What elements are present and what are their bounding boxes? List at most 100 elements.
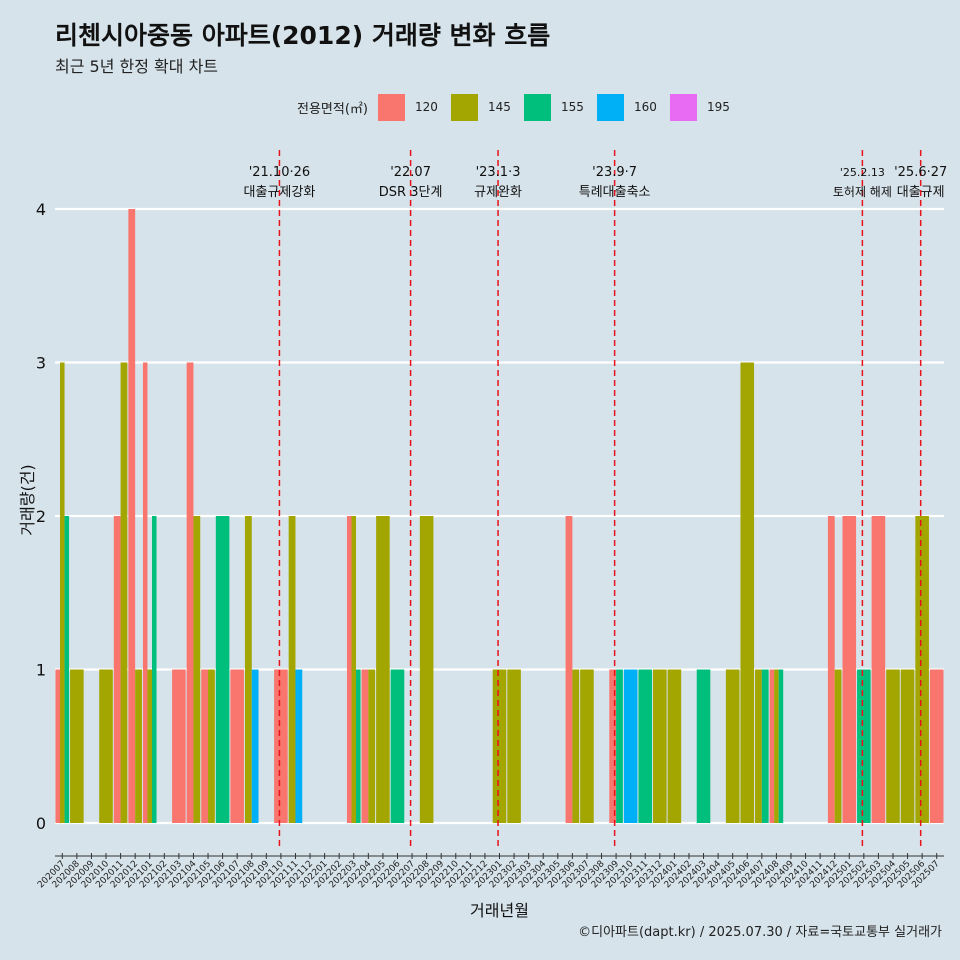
annotation-date: '22.07 (390, 165, 431, 180)
bar-145-202407 (755, 669, 762, 823)
bar-120-202204 (361, 669, 369, 823)
bar-145-202007 (60, 362, 65, 823)
legend-label: 160 (633, 100, 657, 114)
bar-120-202507 (929, 669, 944, 823)
legend-item-195: 195 (669, 93, 733, 121)
bar-120-202412 (827, 516, 835, 823)
legend-item-160: 160 (596, 93, 660, 121)
bar-120-202107 (230, 669, 244, 823)
bar-145-202105 (208, 669, 215, 823)
legend-swatch (596, 93, 624, 121)
bar-145-202506 (915, 516, 929, 823)
legend-swatch (523, 93, 551, 121)
legend-label: 120 (414, 100, 438, 114)
bar-155-202311 (638, 669, 653, 823)
bar-120-202007 (55, 669, 61, 823)
bar-145-202008 (70, 669, 84, 823)
caption: ©디아파트(dapt.kr) / 2025.07.30 / 자료=국토교통부 실… (578, 925, 942, 940)
chart-subtitle: 최근 5년 한정 확대 차트 (55, 57, 219, 76)
bar-160-202310 (623, 669, 638, 823)
bar-120-202104 (186, 362, 194, 823)
annotation-date: '23.9·7 (592, 165, 637, 180)
bar-145-202301 (492, 669, 507, 823)
legend-swatch (669, 93, 697, 121)
bar-145-202302 (507, 669, 521, 823)
legend-item-145: 145 (450, 93, 514, 121)
bar-145-202101 (147, 669, 152, 823)
x-axis-title: 거래년월 (470, 901, 529, 920)
bar-145-202203 (351, 516, 357, 823)
bar-145-202010 (99, 669, 113, 823)
bar-155-202206 (390, 669, 405, 823)
bar-120-202501 (842, 516, 857, 823)
bar-145-202307 (580, 669, 594, 823)
bar-120-202408 (769, 669, 775, 823)
annotation-date: '25.6·27 (894, 165, 947, 180)
bar-120-202503 (871, 516, 886, 823)
legend-swatch (377, 93, 405, 121)
bar-145-202108 (244, 516, 252, 823)
bar-120-202105 (201, 669, 209, 823)
bar-145-202405 (725, 669, 740, 823)
bar-145-202204 (368, 669, 376, 823)
bar-120-202203 (346, 516, 352, 823)
annotation-label: 특례대출축소 (579, 185, 651, 200)
bar-120-202011 (113, 516, 121, 823)
annotation-label: 규제완화 (474, 185, 522, 200)
y-tick-label: 0 (36, 814, 46, 833)
bar-160-202111 (295, 669, 303, 823)
legend-item-155: 155 (523, 93, 587, 121)
annotation-label: 토허제 해제 (833, 185, 892, 199)
bar-145-202306 (572, 669, 580, 823)
legend-label: 155 (560, 100, 584, 114)
bar-120-202103 (172, 669, 186, 823)
y-tick-label: 4 (36, 200, 46, 219)
bar-145-202504 (886, 669, 900, 823)
legend-title: 전용면적(㎡) (297, 101, 368, 117)
bar-155-202407 (761, 669, 769, 823)
bar-155-202203 (356, 669, 361, 823)
legend-item-120: 120 (377, 93, 441, 121)
bar-155-202106 (215, 516, 230, 823)
y-tick-label: 2 (36, 507, 46, 526)
legend-label: 195 (706, 100, 730, 114)
bar-155-202403 (696, 669, 711, 823)
bar-120-202110 (274, 669, 288, 823)
annotation-label: DSR 3단계 (379, 185, 443, 200)
bar-145-202011 (120, 362, 128, 823)
y-tick-label: 3 (36, 354, 46, 373)
bar-145-202104 (193, 516, 201, 823)
bar-155-202408 (778, 669, 784, 823)
annotation-date: '21.10·26 (249, 165, 310, 180)
y-tick-label: 1 (36, 661, 46, 680)
legend: 전용면적(㎡) 120 145 155 160 195 (297, 93, 743, 121)
chart-title: 리첸시아중동 아파트(2012) 거래량 변화 흐름 (55, 21, 551, 50)
bar-155-202007 (64, 516, 70, 823)
bar-155-202502 (857, 669, 871, 823)
bar-145-202412 (834, 669, 842, 823)
bar-155-202101 (151, 516, 157, 823)
bar-160-202108 (251, 669, 259, 823)
bar-145-202312 (653, 669, 667, 823)
bar-120-202309 (609, 669, 617, 823)
bar-145-202406 (740, 362, 755, 823)
annotation-date: '25.2.13 (840, 166, 885, 179)
bar-120-202012 (128, 209, 136, 823)
legend-swatch (450, 93, 478, 121)
bar-120-202101 (142, 362, 148, 823)
y-axis-title: 거래량(건) (18, 464, 37, 535)
bar-145-202505 (900, 669, 915, 823)
annotation-label: 대출규제 (897, 185, 945, 200)
bar-145-202012 (135, 669, 142, 823)
annotation-date: '23.1·3 (476, 165, 521, 180)
bar-155-202309 (616, 669, 623, 823)
bar-145-202401 (667, 669, 682, 823)
bar-120-202306 (565, 516, 573, 823)
bar-145-202111 (288, 516, 296, 823)
legend-label: 145 (487, 100, 511, 114)
bar-145-202208 (419, 516, 434, 823)
bar-145-202408 (774, 669, 779, 823)
bar-145-202205 (376, 516, 390, 823)
annotation-label: 대출규제강화 (244, 185, 316, 200)
